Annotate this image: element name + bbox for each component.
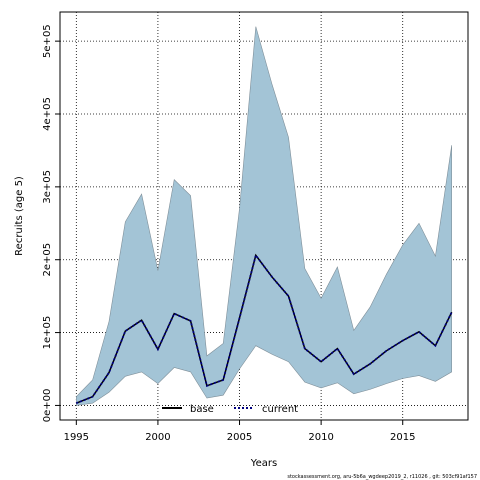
y-axis-title: Recruits (age 5) <box>14 176 25 256</box>
legend-base-label: base <box>190 404 214 415</box>
series-lines <box>75 253 453 405</box>
x-tick-label: 2010 <box>308 432 333 443</box>
x-tick-label: 1995 <box>64 432 89 443</box>
x-axis-title: Years <box>250 458 277 469</box>
y-tick-label: 0e+00 <box>42 389 53 423</box>
x-tick-label: 2015 <box>390 432 415 443</box>
y-tick-label: 1e+05 <box>42 316 53 350</box>
footnote: stockassessment.org, aru-5b6a_wgdeep2019… <box>287 474 477 480</box>
confidence-band <box>76 26 453 406</box>
y-tick-label: 4e+05 <box>42 97 53 131</box>
band-area <box>76 26 453 406</box>
x-tick-label: 2000 <box>145 432 170 443</box>
legend: base current <box>162 404 298 415</box>
legend-current-label: current <box>262 404 298 415</box>
y-tick-label: 3e+05 <box>42 170 53 204</box>
y-axis: 0e+00 1e+05 2e+05 3e+05 4e+05 5e+05 <box>42 24 60 422</box>
y-tick-label: 2e+05 <box>42 243 53 277</box>
x-tick-label: 2005 <box>227 432 252 443</box>
y-tick-label: 5e+05 <box>42 24 53 58</box>
series-current-line <box>75 253 453 405</box>
plot-frame <box>59 11 469 421</box>
x-axis: 1995 2000 2005 2010 2015 <box>64 420 415 443</box>
